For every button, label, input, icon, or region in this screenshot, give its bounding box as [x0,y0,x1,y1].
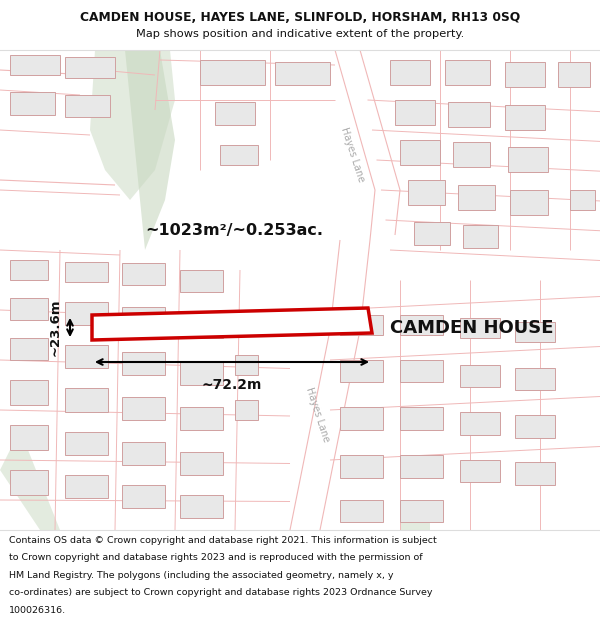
Polygon shape [340,455,383,478]
Polygon shape [453,142,490,167]
Polygon shape [180,315,223,338]
Polygon shape [408,180,445,205]
Polygon shape [65,95,110,117]
Polygon shape [515,322,555,342]
Polygon shape [65,57,115,78]
Polygon shape [120,50,175,250]
Polygon shape [400,315,443,335]
Text: Contains OS data © Crown copyright and database right 2021. This information is : Contains OS data © Crown copyright and d… [9,536,437,545]
Text: to Crown copyright and database rights 2023 and is reproduced with the permissio: to Crown copyright and database rights 2… [9,553,422,562]
Polygon shape [122,307,165,330]
Polygon shape [340,315,383,335]
Polygon shape [0,50,600,530]
Polygon shape [122,485,165,508]
Polygon shape [340,360,383,382]
Polygon shape [515,368,555,390]
Polygon shape [65,475,108,498]
Polygon shape [200,60,265,85]
Polygon shape [448,102,490,127]
Polygon shape [400,455,443,478]
Polygon shape [65,432,108,455]
Polygon shape [220,145,258,165]
Polygon shape [122,352,165,375]
Polygon shape [10,380,48,405]
Text: ~23.6m: ~23.6m [49,299,62,356]
Polygon shape [65,345,108,368]
Polygon shape [460,318,500,338]
Polygon shape [400,360,443,382]
Polygon shape [505,105,545,130]
Polygon shape [92,308,372,340]
Polygon shape [90,50,175,200]
Polygon shape [275,62,330,85]
Polygon shape [0,430,60,530]
Text: Map shows position and indicative extent of the property.: Map shows position and indicative extent… [136,29,464,39]
Polygon shape [10,55,60,75]
Text: CAMDEN HOUSE, HAYES LANE, SLINFOLD, HORSHAM, RH13 0SQ: CAMDEN HOUSE, HAYES LANE, SLINFOLD, HORS… [80,11,520,24]
Polygon shape [460,412,500,435]
Polygon shape [10,470,48,495]
Polygon shape [180,452,223,475]
Text: CAMDEN HOUSE: CAMDEN HOUSE [390,319,554,337]
Text: ~1023m²/~0.253ac.: ~1023m²/~0.253ac. [145,222,323,238]
Polygon shape [400,407,443,430]
Polygon shape [515,415,555,438]
Polygon shape [10,425,48,450]
Polygon shape [10,92,55,115]
Polygon shape [510,190,548,215]
Polygon shape [235,355,258,375]
Polygon shape [400,500,430,530]
Polygon shape [505,62,545,87]
Polygon shape [460,460,500,482]
Text: Hayes Lane: Hayes Lane [340,126,367,184]
Polygon shape [215,102,255,125]
Polygon shape [400,140,440,165]
Text: HM Land Registry. The polygons (including the associated geometry, namely x, y: HM Land Registry. The polygons (includin… [9,571,394,580]
Polygon shape [395,100,435,125]
Polygon shape [445,60,490,85]
Polygon shape [340,500,383,522]
Polygon shape [180,270,223,292]
Polygon shape [10,338,48,360]
Polygon shape [460,365,500,387]
Polygon shape [65,302,108,325]
Polygon shape [65,388,108,412]
Polygon shape [463,225,498,248]
Polygon shape [458,185,495,210]
Polygon shape [414,222,450,245]
Polygon shape [340,407,383,430]
Text: ~72.2m: ~72.2m [202,378,262,392]
Polygon shape [10,260,48,280]
Polygon shape [235,400,258,420]
Text: co-ordinates) are subject to Crown copyright and database rights 2023 Ordnance S: co-ordinates) are subject to Crown copyr… [9,588,433,598]
Polygon shape [570,190,595,210]
Text: 100026316.: 100026316. [9,606,66,615]
Polygon shape [65,262,108,282]
Polygon shape [180,362,223,385]
Polygon shape [10,298,48,320]
Polygon shape [122,263,165,285]
Polygon shape [235,315,258,335]
Polygon shape [180,407,223,430]
Polygon shape [508,147,548,172]
Text: Hayes Lane: Hayes Lane [304,386,332,444]
Polygon shape [180,495,223,518]
Polygon shape [515,462,555,485]
Polygon shape [122,397,165,420]
Polygon shape [558,62,590,87]
Polygon shape [122,442,165,465]
Polygon shape [390,60,430,85]
Polygon shape [400,500,443,522]
